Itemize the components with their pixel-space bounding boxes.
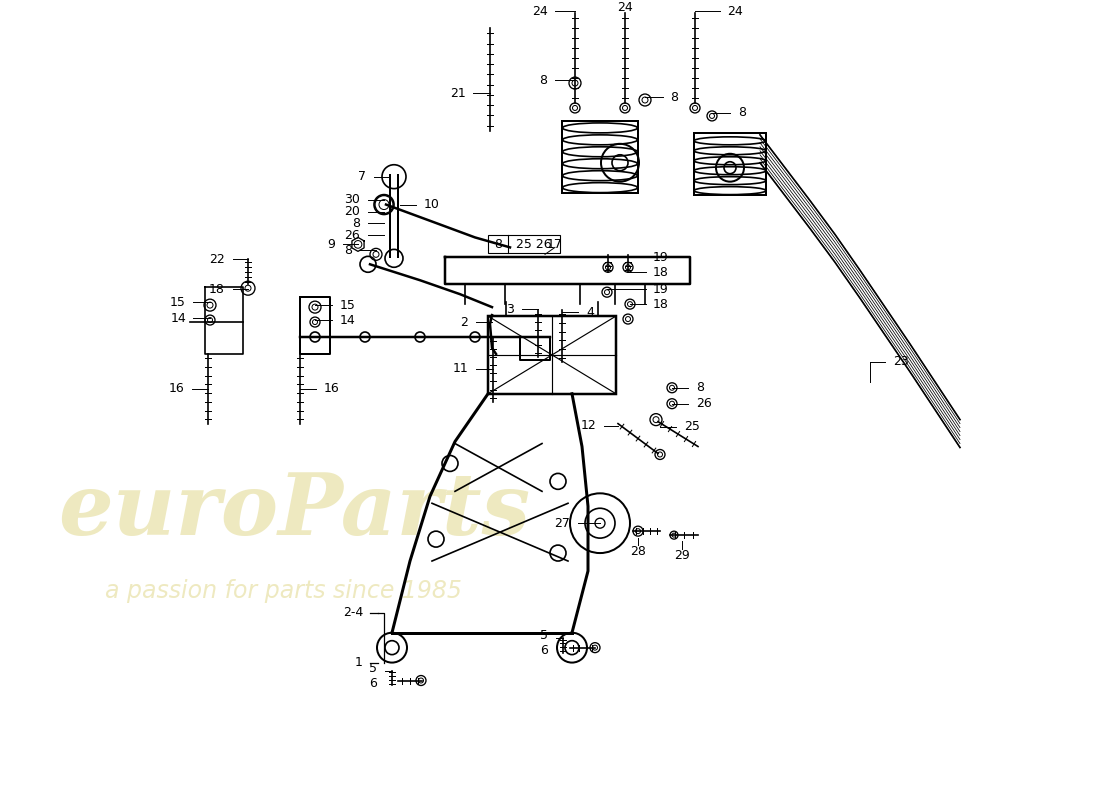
- Text: 19: 19: [653, 282, 669, 296]
- Text: 5: 5: [540, 630, 548, 642]
- Text: 30: 30: [344, 193, 360, 206]
- Text: 25: 25: [684, 420, 700, 433]
- Text: 14: 14: [340, 314, 355, 326]
- Text: 2-4: 2-4: [343, 606, 363, 619]
- Text: 8: 8: [670, 90, 678, 103]
- Text: 2: 2: [460, 315, 467, 329]
- Text: 6: 6: [370, 677, 377, 690]
- Text: 8: 8: [738, 106, 746, 119]
- Text: 29: 29: [674, 549, 690, 562]
- Text: 26: 26: [696, 398, 712, 410]
- Bar: [488, 316, 616, 394]
- Text: 25 26: 25 26: [516, 238, 552, 251]
- Text: 15: 15: [340, 298, 356, 312]
- Text: 8: 8: [696, 382, 704, 394]
- Text: 24: 24: [532, 5, 548, 18]
- Bar: [562, 121, 638, 193]
- Text: 1: 1: [355, 656, 363, 669]
- Text: 22: 22: [209, 253, 226, 266]
- Text: 8: 8: [494, 238, 502, 251]
- Text: 8: 8: [352, 217, 360, 230]
- Text: 12: 12: [581, 419, 596, 432]
- Text: 6: 6: [540, 644, 548, 657]
- Text: 19: 19: [653, 251, 669, 264]
- Text: 17: 17: [547, 238, 563, 251]
- Text: 27: 27: [554, 517, 570, 530]
- Text: 5: 5: [368, 662, 377, 675]
- Text: 24: 24: [617, 1, 632, 14]
- Text: 16: 16: [168, 382, 184, 395]
- Text: 4: 4: [586, 306, 594, 318]
- Text: 16: 16: [324, 382, 340, 395]
- Bar: [694, 133, 766, 194]
- Text: 7: 7: [358, 170, 366, 183]
- Text: 8: 8: [539, 74, 547, 86]
- Text: 14: 14: [170, 311, 186, 325]
- Text: 20: 20: [344, 205, 360, 218]
- Text: 9: 9: [327, 238, 336, 251]
- Text: 15: 15: [170, 296, 186, 309]
- Text: 8: 8: [344, 244, 352, 257]
- Text: a passion for parts since 1985: a passion for parts since 1985: [104, 579, 462, 603]
- Text: 24: 24: [727, 5, 742, 18]
- Text: 11: 11: [452, 362, 468, 375]
- Text: 28: 28: [630, 545, 646, 558]
- Bar: [488, 235, 560, 254]
- Text: 23: 23: [893, 355, 909, 368]
- Text: 26: 26: [344, 229, 360, 242]
- Text: 18: 18: [209, 282, 226, 296]
- Text: 18: 18: [653, 266, 669, 278]
- Text: 18: 18: [653, 298, 669, 310]
- Text: 10: 10: [424, 198, 440, 211]
- Text: euroParts: euroParts: [58, 470, 530, 553]
- Text: 3: 3: [506, 302, 514, 316]
- Text: 21: 21: [450, 86, 466, 99]
